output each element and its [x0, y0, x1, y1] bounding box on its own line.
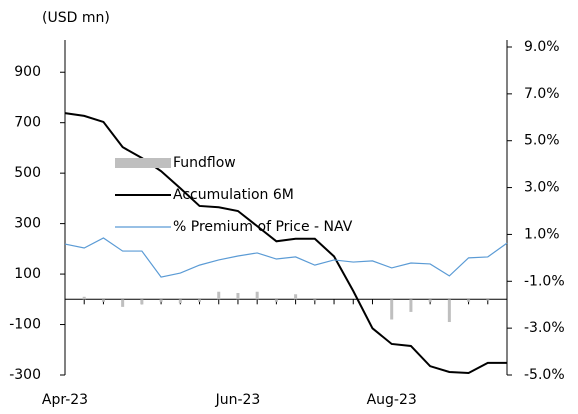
legend-swatch: [115, 158, 171, 168]
bar: [313, 299, 317, 301]
y-tick-label: -100: [9, 317, 41, 333]
bar: [409, 299, 413, 312]
x-tick-label: Apr-23: [42, 392, 88, 408]
y-axis-label: (USD mn): [42, 10, 110, 26]
bar: [486, 299, 490, 301]
bar: [274, 299, 278, 302]
bar: [467, 299, 471, 302]
bar: [121, 299, 125, 307]
legend-label: Fundflow: [173, 155, 236, 171]
y-tick-label: 900: [14, 64, 41, 80]
bar: [159, 299, 163, 302]
bar: [140, 299, 144, 305]
y2-tick-label: 5.0%: [524, 133, 560, 149]
x-tick-label: Jun-23: [215, 392, 261, 408]
bar: [255, 291, 259, 300]
y2-tick-label: -3.0%: [524, 320, 565, 336]
y2-tick-label: 7.0%: [524, 86, 560, 102]
bar: [101, 299, 105, 302]
legend-label: Accumulation 6M: [173, 187, 294, 203]
y2-tick-label: 3.0%: [524, 180, 560, 196]
legend-label: % Premium of Price - NAV: [173, 219, 353, 235]
y-tick-label: -300: [9, 367, 41, 383]
bar: [236, 293, 240, 300]
bar: [447, 299, 451, 323]
y2-tick-label: -5.0%: [524, 367, 565, 383]
bar: [390, 299, 394, 320]
bar: [428, 299, 432, 302]
bar: [217, 291, 221, 300]
y2-tick-label: -1.0%: [524, 273, 565, 289]
y-tick-label: 100: [14, 266, 41, 282]
line: [64, 237, 508, 278]
y2-tick-label: 1.0%: [524, 226, 560, 242]
y2-tick-label: 9.0%: [524, 39, 560, 55]
bar: [178, 299, 182, 304]
bar: [82, 296, 86, 300]
x-tick-label: Aug-23: [367, 392, 417, 408]
bar: [294, 294, 298, 300]
bar: [198, 299, 202, 302]
y-tick-label: 500: [14, 165, 41, 181]
line: [64, 112, 507, 374]
y-tick-label: 700: [14, 115, 41, 131]
y-tick-label: 300: [14, 216, 41, 232]
